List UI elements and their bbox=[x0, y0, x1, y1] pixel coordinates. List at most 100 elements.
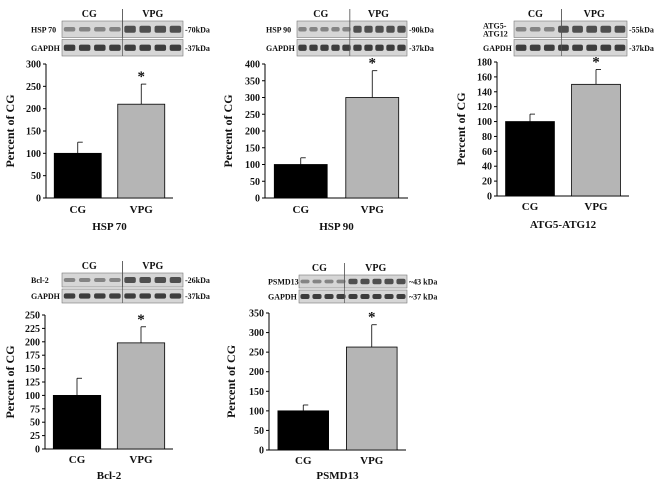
blot-band bbox=[600, 25, 612, 33]
blot-band bbox=[169, 293, 182, 299]
blot-band bbox=[342, 44, 351, 51]
y-tick-label: 200 bbox=[25, 337, 40, 348]
blot-band bbox=[78, 278, 91, 282]
blot-kda-label: -26kDa bbox=[185, 276, 210, 285]
blot-row-label: ATG5- bbox=[483, 21, 507, 30]
significance-marker: * bbox=[592, 54, 600, 70]
blot-band bbox=[124, 293, 136, 299]
blot-band bbox=[124, 25, 136, 33]
blot-kda-label: -55kDa bbox=[629, 25, 654, 34]
y-axis-label: Percent of CG bbox=[3, 94, 17, 167]
y-tick-label: 300 bbox=[249, 328, 264, 339]
blot-band bbox=[529, 26, 541, 32]
blot-band bbox=[139, 293, 151, 299]
blot-band bbox=[515, 26, 527, 32]
blot-header-cg: CG bbox=[312, 263, 327, 274]
chart-title: HSP 90 bbox=[319, 221, 354, 233]
blot-band bbox=[154, 25, 167, 33]
blot-band bbox=[169, 277, 182, 283]
y-tick-label: 400 bbox=[245, 60, 260, 71]
y-tick-label: 250 bbox=[26, 82, 41, 93]
blot-band bbox=[139, 44, 151, 51]
x-category-label: CG bbox=[293, 204, 310, 216]
x-category-label: CG bbox=[70, 204, 87, 216]
y-tick-label: 0 bbox=[259, 446, 264, 457]
y-tick-label: 0 bbox=[35, 445, 40, 456]
blot-band bbox=[386, 44, 395, 51]
y-tick-label: 160 bbox=[477, 72, 492, 83]
blot-band bbox=[375, 25, 384, 33]
blot-band bbox=[124, 44, 136, 51]
y-tick-label: 75 bbox=[30, 404, 40, 415]
blot-row-label: Bcl-2 bbox=[31, 276, 49, 285]
blot-band bbox=[78, 44, 91, 51]
x-category-label: VPG bbox=[360, 455, 384, 467]
y-tick-label: 50 bbox=[30, 418, 40, 429]
blot-band bbox=[154, 44, 167, 51]
blot-kda-label: -90kDa bbox=[409, 25, 434, 34]
x-category-label: VPG bbox=[130, 204, 154, 216]
blot-band bbox=[543, 44, 555, 51]
y-tick-label: 0 bbox=[487, 192, 492, 203]
y-tick-label: 60 bbox=[482, 147, 492, 158]
blot-strip bbox=[513, 20, 628, 38]
chart-title: HSP 70 bbox=[92, 221, 127, 233]
chart-panel-3: CG VPG ATG5-ATG12 -55kDa GAPDH -37kDa 0 20 40 60 8… bbox=[454, 9, 654, 231]
chart-panel-2: CG VPG HSP 90 -90kDa GAPDH -37kDa 0 50 100 150 200… bbox=[221, 9, 434, 233]
blot-band bbox=[572, 25, 583, 33]
y-tick-label: 0 bbox=[255, 194, 260, 205]
blot-band bbox=[342, 26, 351, 32]
blot-band bbox=[386, 25, 395, 33]
blot-band bbox=[139, 25, 151, 33]
blot-row-label: GAPDH bbox=[31, 44, 61, 53]
y-tick-label: 200 bbox=[249, 367, 264, 378]
blot-kda-label: ~43 kDa bbox=[409, 278, 437, 287]
blot-header-vpg: VPG bbox=[365, 263, 386, 274]
y-tick-label: 50 bbox=[254, 426, 264, 437]
blot-kda-label: -37kDa bbox=[185, 44, 210, 53]
blot-band bbox=[586, 44, 598, 51]
blot-band bbox=[396, 294, 406, 299]
blot-kda-label: -70kDa bbox=[185, 25, 210, 34]
blot-band bbox=[372, 294, 382, 299]
significance-marker: * bbox=[368, 310, 376, 326]
blot-band bbox=[324, 294, 334, 299]
blot-band bbox=[515, 44, 527, 51]
blot-band bbox=[614, 25, 626, 33]
y-tick-label: 350 bbox=[249, 309, 264, 320]
blot-band bbox=[529, 44, 541, 51]
blot-band bbox=[348, 294, 358, 299]
bar-vpg bbox=[345, 97, 400, 199]
y-tick-label: 180 bbox=[477, 58, 492, 69]
y-tick-label: 250 bbox=[249, 348, 264, 359]
y-tick-label: 150 bbox=[245, 143, 260, 154]
blot-band bbox=[384, 294, 394, 299]
blot-band bbox=[572, 44, 583, 51]
blot-header-vpg: VPG bbox=[584, 9, 605, 20]
blot-kda-label: -37kDa bbox=[629, 44, 654, 53]
blot-band bbox=[94, 44, 106, 51]
blot-band bbox=[63, 278, 76, 282]
blot-kda-label: -37kDa bbox=[409, 44, 434, 53]
chart-panel-4: CG VPG Bcl-2 -26kDa GAPDH -37kDa 0 25 50 75 100 125… bbox=[3, 261, 210, 482]
blot-row-label: HSP 90 bbox=[266, 25, 291, 34]
blot-band bbox=[78, 26, 91, 32]
y-tick-label: 200 bbox=[245, 127, 260, 138]
blot-band bbox=[298, 26, 307, 32]
y-axis-label: Percent of CG bbox=[224, 345, 238, 418]
y-tick-label: 300 bbox=[245, 93, 260, 104]
blot-row-label: GAPDH bbox=[266, 44, 296, 53]
blot-band bbox=[94, 278, 106, 282]
blot-band bbox=[139, 277, 151, 283]
y-tick-label: 250 bbox=[25, 311, 40, 322]
blot-band bbox=[109, 26, 121, 32]
blot-band bbox=[348, 278, 358, 285]
blot-band bbox=[558, 44, 569, 51]
significance-marker: * bbox=[369, 56, 377, 72]
bar-cg bbox=[53, 152, 102, 199]
blot-row-label: ATG12 bbox=[483, 29, 508, 38]
x-category-label: VPG bbox=[129, 454, 153, 466]
bar-cg bbox=[277, 410, 329, 451]
